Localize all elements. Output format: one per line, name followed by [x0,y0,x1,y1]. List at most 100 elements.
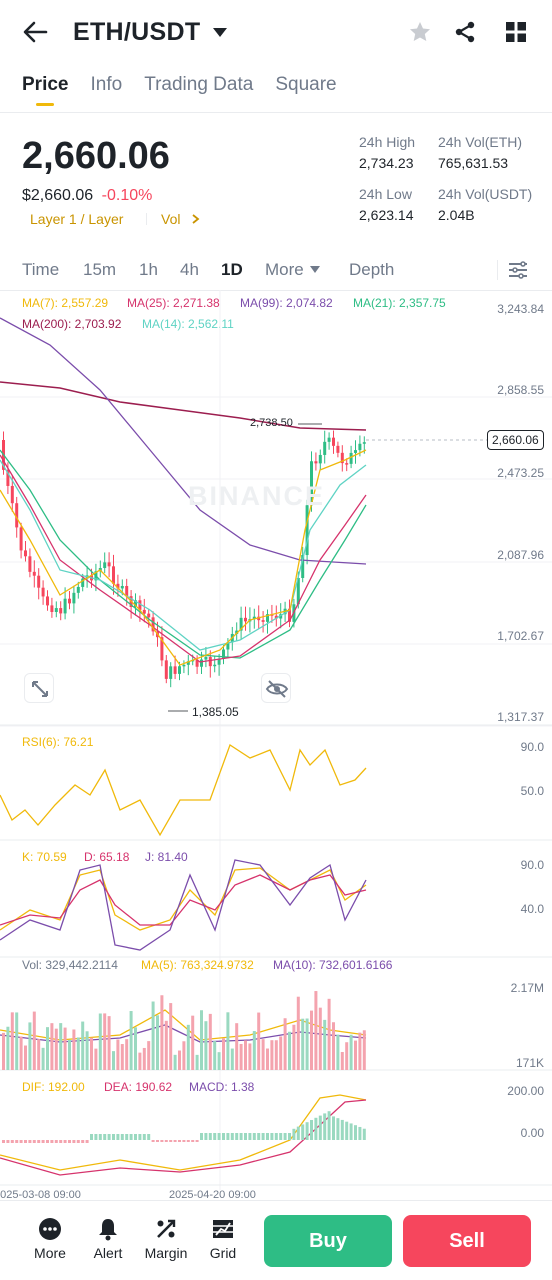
price-axis-label: 3,243.84 [497,302,544,316]
volume-bar [94,1048,98,1070]
volume-bar [257,1012,261,1070]
volume-bar [239,1043,243,1070]
macd-bar [200,1133,203,1140]
volume-bar [138,1052,142,1070]
macd-bar [15,1140,19,1143]
high-label: 24h High [359,134,416,150]
vol-tag[interactable]: Vol [161,211,181,227]
kline-chart[interactable] [0,290,552,1200]
sell-button[interactable]: Sell [403,1215,531,1267]
volume-bar [2,1032,5,1070]
category-tag[interactable]: Layer 1 / Layer [30,211,124,227]
candle [336,445,340,453]
interval-more[interactable]: More [265,260,304,279]
macd-bar [349,1123,353,1140]
vol-eth-label: 24h Vol(ETH) [438,134,523,150]
volume-bar [226,1012,230,1070]
macd-bar [54,1140,58,1143]
volume-bar [208,1013,212,1070]
buy-button[interactable]: Buy [264,1215,392,1267]
macd-bar [98,1134,102,1140]
macd-bar [147,1134,151,1140]
share-icon[interactable] [453,20,477,44]
ma200-line [0,381,367,431]
candle [340,452,344,464]
expand-icon [32,681,48,697]
interval-1h[interactable]: 1h [139,260,158,279]
star-icon[interactable] [407,20,433,44]
volume-bar [296,996,300,1070]
macd-bar [296,1126,300,1140]
candle [50,605,54,612]
ma21-line [0,449,367,659]
interval-time[interactable]: Time [22,260,60,279]
macd-value-label: MACD: 1.38 [189,1080,255,1094]
tab-price[interactable]: Price [22,74,69,106]
grid-menu-icon[interactable] [505,21,527,43]
volume-bar [85,1031,89,1070]
date-axis-label: 2025-04-20 09:00 [169,1189,256,1201]
main-tabs: Price Info Trading Data Square [22,74,337,106]
ma14-line [0,459,367,651]
nav-grid-label: Grid [209,1245,237,1261]
tag-divider [146,213,147,225]
current-price-marker: 2,660.06 [487,430,544,450]
volume-bar [182,1041,186,1070]
volume-bar [195,1054,199,1070]
macd-bar [169,1140,173,1142]
back-arrow-icon[interactable] [22,20,48,44]
macd-bar [151,1140,155,1142]
macd-bar [178,1140,181,1142]
volume-bar [37,1039,41,1070]
macd-bar [358,1126,362,1140]
macd-dea-line [0,1099,367,1176]
interval-depth[interactable]: Depth [349,260,395,279]
volume-bar [41,1047,45,1070]
tab-square[interactable]: Square [275,74,337,95]
candle [138,600,142,610]
nav-margin[interactable]: Margin [141,1217,191,1261]
tab-info[interactable]: Info [90,74,123,95]
chart-settings-icon[interactable] [507,260,529,280]
volume-bar [50,1023,54,1070]
macd-bar [116,1134,120,1140]
macd-bar [239,1133,243,1140]
candle [178,666,181,674]
nav-grid[interactable]: Grid [198,1217,248,1261]
tabs-divider [0,112,552,113]
more-dots-icon [39,1218,61,1240]
nav-alert[interactable]: Alert [83,1217,133,1261]
candle [46,596,49,606]
candle [310,461,313,506]
price-axis-label: 2,087.96 [497,548,544,562]
price-change: -0.10% [101,187,153,204]
macd-bar [32,1140,36,1143]
volume-bar [6,1026,10,1070]
macd-bar [318,1115,322,1140]
expand-chart-button[interactable] [24,673,54,703]
macd-bar [2,1140,5,1143]
tab-trading-data[interactable]: Trading Data [144,74,254,95]
interval-15m[interactable]: 15m [83,260,117,279]
volume-bar [147,1041,151,1070]
volume-bar [54,1028,58,1070]
candle [226,642,230,650]
candle [151,617,155,632]
pair-title[interactable]: ETH/USDT [73,18,201,46]
interval-1d[interactable]: 1D [221,260,243,279]
grid-bot-icon [213,1220,233,1238]
interval-4h[interactable]: 4h [180,260,199,279]
volume-bar [90,1037,93,1070]
caret-down-icon[interactable] [212,27,228,39]
candle [186,661,190,665]
nav-more[interactable]: More [25,1217,75,1261]
hide-indicators-button[interactable] [261,673,291,703]
volume-bar [336,1034,340,1070]
macd-bar [90,1134,93,1140]
candle [28,556,32,572]
volume-bar [340,1051,344,1070]
volume-bar [151,1001,155,1070]
candle [217,658,221,665]
more-caret-icon [310,266,320,273]
candle [125,585,129,597]
